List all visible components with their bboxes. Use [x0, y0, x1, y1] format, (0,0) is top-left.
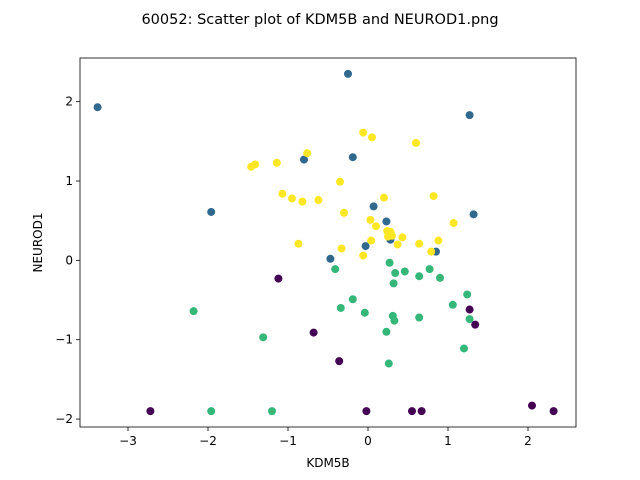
data-point [272, 158, 281, 167]
data-point [398, 233, 407, 242]
data-point [336, 177, 344, 186]
data-point [415, 272, 424, 281]
data-point [300, 155, 308, 164]
data-point [434, 236, 443, 245]
data-point [384, 359, 393, 368]
plot-area-frame [79, 57, 577, 428]
data-point [207, 207, 216, 216]
data-point [436, 273, 444, 282]
data-point [326, 254, 335, 263]
data-point [366, 215, 375, 224]
data-point [93, 103, 102, 112]
data-point [344, 69, 352, 78]
data-point [415, 239, 424, 248]
data-point [288, 194, 296, 203]
data-point [382, 327, 391, 336]
chart-title: 60052: Scatter plot of KDM5B and NEUROD1… [141, 12, 498, 28]
data-point [400, 267, 409, 276]
y-tick-label: 2 [65, 95, 73, 109]
data-point [189, 307, 198, 316]
data-point [336, 303, 345, 312]
data-point [368, 133, 376, 142]
data-point [268, 407, 276, 416]
y-tick-label: 1 [65, 174, 73, 188]
data-point [337, 244, 346, 253]
y-tick-label: 0 [65, 253, 73, 267]
data-point [417, 407, 426, 416]
data-point [465, 315, 474, 324]
data-point [361, 242, 370, 251]
y-tick-label: −2 [55, 412, 73, 426]
data-point [549, 407, 558, 416]
data-point [303, 149, 312, 158]
data-point [393, 240, 402, 249]
data-point [471, 320, 480, 329]
data-point [382, 217, 391, 226]
data-point [389, 279, 398, 288]
data-point [360, 308, 369, 317]
data-point [274, 274, 283, 283]
y-ticks: −2 −1 0 1 2 [55, 95, 80, 426]
data-point [429, 192, 438, 201]
data-point [469, 210, 478, 219]
x-ticks: −3 −2 −1 0 1 2 [119, 427, 532, 448]
data-point [207, 407, 216, 416]
x-tick-label: 2 [524, 434, 532, 448]
data-point [348, 295, 357, 304]
data-point [251, 160, 260, 169]
x-tick-label: −3 [119, 434, 137, 448]
data-point [331, 265, 340, 274]
data-point [146, 407, 155, 416]
data-point [384, 232, 392, 241]
data-point [415, 313, 424, 322]
data-point [448, 300, 457, 309]
data-point [309, 328, 318, 337]
data-point [425, 265, 434, 274]
data-point [463, 290, 472, 299]
data-point [412, 138, 420, 147]
data-point [362, 407, 371, 416]
data-point [465, 111, 474, 120]
data-point [340, 208, 348, 217]
y-axis-label: NEUROD1 [31, 213, 45, 273]
data-point [314, 196, 323, 205]
data-point [408, 407, 416, 416]
data-point [335, 357, 344, 366]
data-point [348, 153, 357, 162]
data-point [528, 401, 536, 410]
data-point [449, 219, 458, 228]
data-point [359, 251, 368, 260]
data-point [465, 305, 474, 314]
data-point [259, 333, 268, 342]
x-axis-label: KDM5B [306, 456, 349, 470]
x-tick-label: −2 [199, 434, 217, 448]
data-point [278, 189, 287, 198]
data-point [294, 239, 303, 248]
data-point [427, 247, 436, 256]
y-tick-label: −1 [55, 333, 73, 347]
data-point [369, 202, 378, 211]
x-tick-label: 1 [444, 434, 452, 448]
data-point [385, 258, 394, 267]
data-point [298, 197, 307, 206]
x-tick-label: −1 [279, 434, 297, 448]
data-point [367, 236, 376, 245]
data-points [93, 69, 558, 416]
data-point [372, 222, 380, 231]
x-tick-label: 0 [364, 434, 372, 448]
data-point [460, 344, 468, 353]
data-point [380, 193, 388, 202]
data-point [390, 316, 399, 325]
data-point [391, 269, 400, 278]
data-point [359, 128, 368, 137]
